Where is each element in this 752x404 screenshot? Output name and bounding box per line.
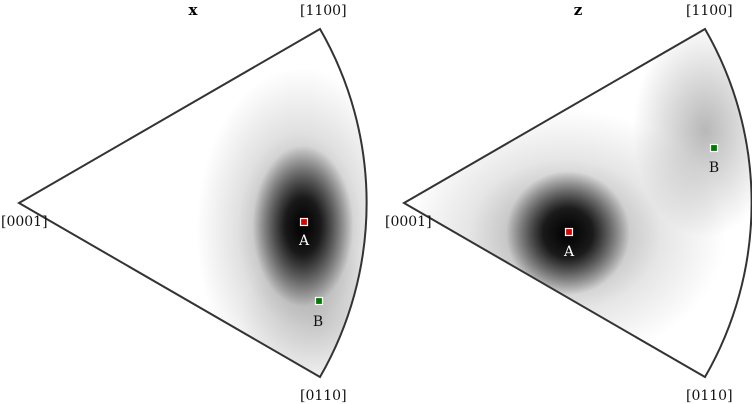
panel-title: z — [574, 1, 583, 19]
corner-label-0110: [0110] — [300, 388, 347, 404]
marker-a-label: A — [298, 233, 310, 249]
marker-a: A — [563, 227, 575, 260]
marker-b-square — [314, 296, 324, 306]
marker-a-square — [564, 227, 574, 237]
marker-b-label: B — [709, 160, 719, 176]
marker-a-label: A — [563, 244, 575, 260]
corner-label-1100: [1100] — [686, 3, 733, 19]
marker-b-square — [709, 143, 719, 153]
marker-b-label: B — [313, 314, 323, 330]
marker-a: A — [298, 217, 310, 249]
panel-title: x — [189, 1, 199, 19]
density-map — [404, 29, 752, 377]
marker-b: B — [709, 143, 719, 176]
corner-label-0110: [0110] — [686, 388, 733, 404]
density-map — [19, 29, 367, 377]
marker-a-square — [299, 217, 309, 227]
panel-z: z [0001] [1100] [0110] A B — [385, 1, 752, 404]
corner-label-0001: [0001] — [1, 214, 48, 230]
corner-label-0001: [0001] — [385, 214, 432, 230]
panel-x: x [0001] [1100] [0110] A B — [1, 1, 368, 404]
marker-b: B — [313, 296, 324, 330]
fundamental-sector-outline — [17, 27, 368, 379]
corner-label-1100: [1100] — [300, 3, 347, 19]
